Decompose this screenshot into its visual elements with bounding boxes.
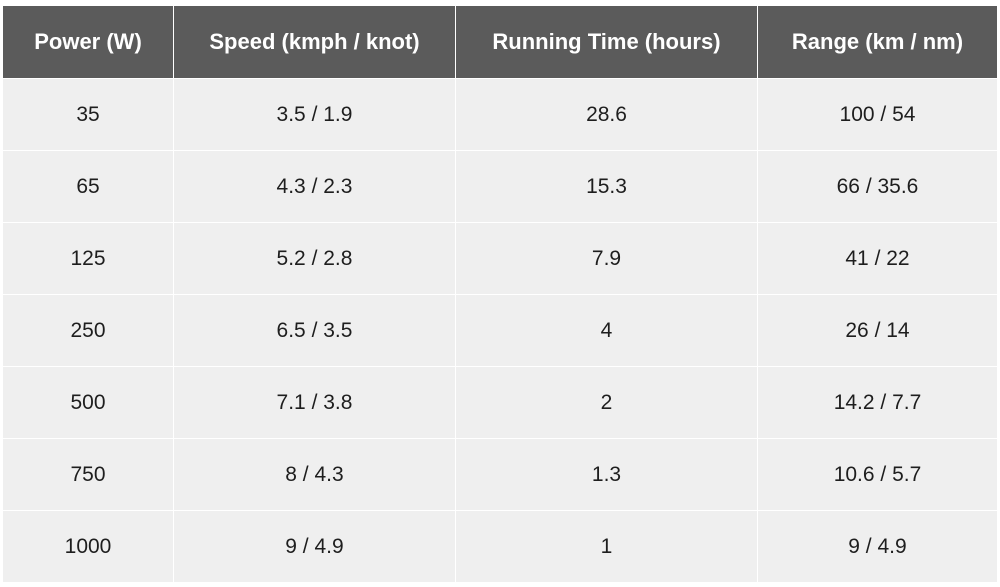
table-cell: 28.6 [456,79,757,150]
table-cell: 1 [456,511,757,582]
table-cell: 750 [3,439,173,510]
table-cell: 15.3 [456,151,757,222]
table-cell: 35 [3,79,173,150]
table-cell: 500 [3,367,173,438]
table-cell: 1000 [3,511,173,582]
table-cell: 41 / 22 [758,223,997,294]
table-cell: 8 / 4.3 [174,439,455,510]
table-cell: 5.2 / 2.8 [174,223,455,294]
table-cell: 7.9 [456,223,757,294]
table-cell: 4 [456,295,757,366]
header-cell: Range (km / nm) [758,6,997,78]
table-cell: 26 / 14 [758,295,997,366]
table-cell: 9 / 4.9 [174,511,455,582]
table-cell: 66 / 35.6 [758,151,997,222]
table-cell: 4.3 / 2.3 [174,151,455,222]
table-cell: 3.5 / 1.9 [174,79,455,150]
table-cell: 10.6 / 5.7 [758,439,997,510]
table-cell: 125 [3,223,173,294]
header-cell: Speed (kmph / knot) [174,6,455,78]
table-cell: 250 [3,295,173,366]
table-cell: 1.3 [456,439,757,510]
table-cell: 9 / 4.9 [758,511,997,582]
header-cell: Running Time (hours) [456,6,757,78]
table-cell: 100 / 54 [758,79,997,150]
header-cell: Power (W) [3,6,173,78]
table-cell: 2 [456,367,757,438]
table-cell: 14.2 / 7.7 [758,367,997,438]
data-table: Power (W) Speed (kmph / knot) Running Time… [3,6,997,582]
table-cell: 6.5 / 3.5 [174,295,455,366]
table-cell: 7.1 / 3.8 [174,367,455,438]
table-cell: 65 [3,151,173,222]
